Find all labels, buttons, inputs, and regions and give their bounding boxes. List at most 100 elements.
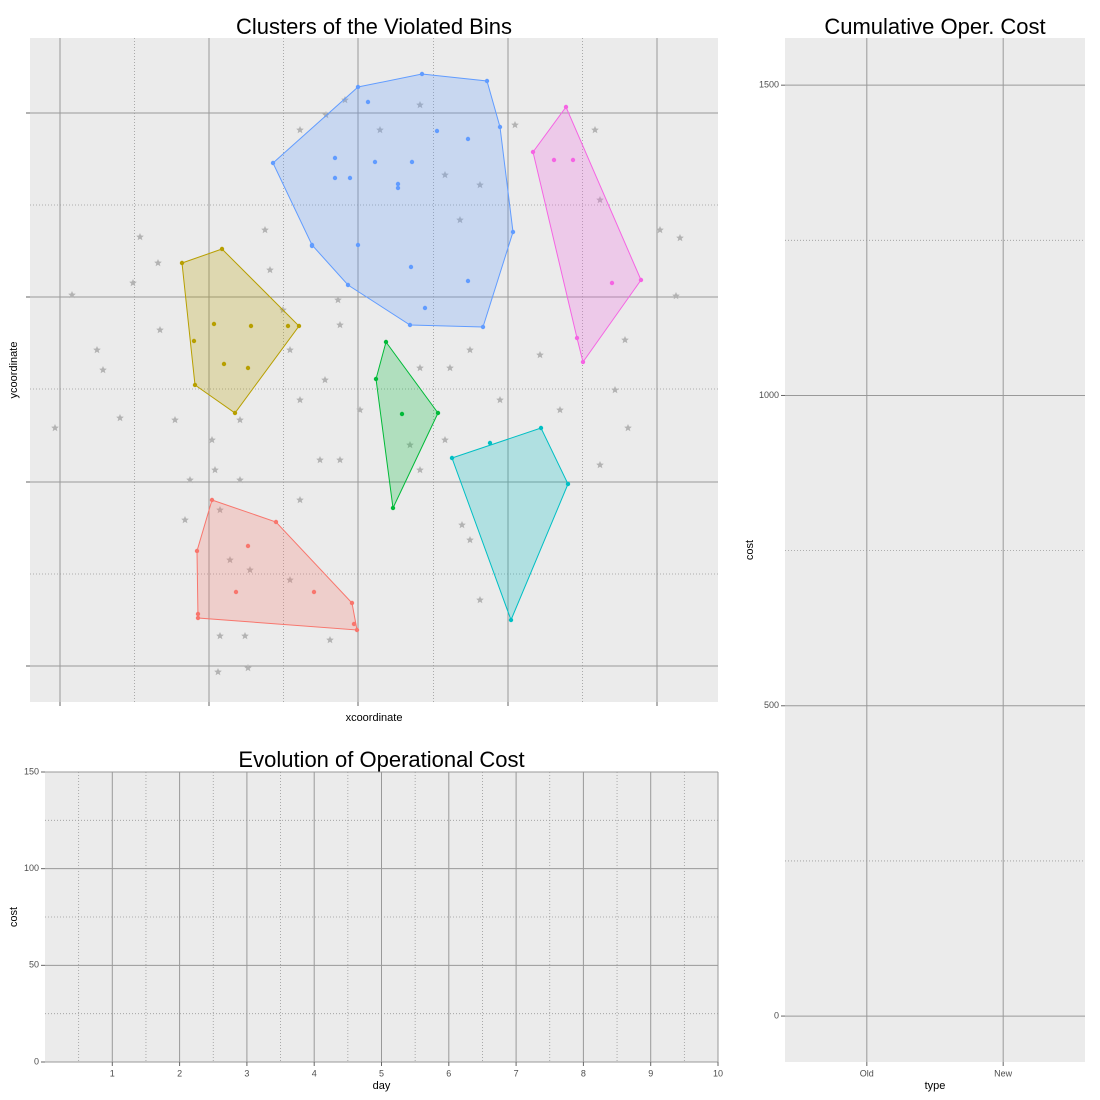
background-point	[406, 441, 414, 449]
cluster-point	[221, 361, 227, 367]
background-point	[356, 406, 364, 414]
cluster-point	[465, 278, 471, 284]
background-point	[441, 171, 449, 179]
cluster-point	[422, 305, 428, 311]
hull-vertex	[580, 359, 586, 365]
background-point	[536, 351, 544, 359]
cluster-point	[395, 181, 401, 187]
hull-vertex	[435, 410, 441, 416]
background-point	[286, 346, 294, 354]
background-point	[216, 506, 224, 514]
y-axis-label: ycoordinate	[8, 342, 20, 399]
background-point	[244, 664, 252, 672]
hull-vertex	[345, 282, 351, 288]
chart-panel: Clusters of the Violated Bins xcoordinate…	[8, 14, 718, 724]
cluster-point	[245, 365, 251, 371]
background-point	[296, 496, 304, 504]
cluster-point	[233, 589, 239, 595]
background-point	[99, 366, 107, 374]
chart-title: Evolution of Operational Cost	[238, 747, 524, 772]
hull-vertex	[355, 84, 361, 90]
x-tick-label: 9	[648, 1068, 653, 1078]
background-point	[136, 233, 144, 241]
hull-vertex	[195, 615, 201, 621]
cluster-point	[365, 99, 371, 105]
background-point	[236, 476, 244, 484]
hull-vertex	[192, 382, 198, 388]
background-point	[476, 181, 484, 189]
background-point	[336, 456, 344, 464]
background-point	[241, 632, 249, 640]
background-point	[596, 196, 604, 204]
y-tick-label: 1500	[759, 80, 779, 90]
hull-vertex	[296, 323, 302, 329]
cluster-point	[399, 411, 405, 417]
hull-vertex	[510, 229, 516, 235]
background-point	[441, 436, 449, 444]
background-point	[596, 461, 604, 469]
y-tick-label: 500	[764, 700, 779, 710]
y-tick-label: 50	[29, 960, 39, 970]
x-tick-label: 2	[177, 1068, 182, 1078]
cluster-hull	[181, 248, 300, 414]
background-point	[211, 466, 219, 474]
x-tick-label: 3	[244, 1068, 249, 1078]
hull-vertex	[407, 322, 413, 328]
y-axis-label: cost	[8, 907, 20, 927]
background-point	[496, 396, 504, 404]
background-point	[246, 566, 254, 574]
hull-vertex	[565, 481, 571, 487]
background-point	[154, 259, 162, 267]
cluster-point	[551, 157, 557, 163]
background-point	[416, 101, 424, 109]
cluster-point	[465, 136, 471, 142]
hull-vertex	[354, 627, 360, 633]
hull-vertex	[484, 78, 490, 84]
hull-vertex	[179, 260, 185, 266]
y-axis-label: cost	[744, 540, 756, 560]
background-point	[511, 121, 519, 129]
hull-vertex	[219, 246, 225, 252]
background-point	[376, 126, 384, 134]
cluster-point	[409, 159, 415, 165]
x-tick-label: 5	[379, 1068, 384, 1078]
background-point	[456, 216, 464, 224]
chart-title: Cumulative Oper. Cost	[824, 14, 1045, 39]
cluster-point	[195, 611, 201, 617]
chart-panel: 0 500 1000 1500 Old New Cumulative Oper. Cost t…	[744, 14, 1085, 1092]
background-point	[116, 414, 124, 422]
hull-vertex	[232, 410, 238, 416]
background-point	[341, 96, 349, 104]
cluster-point	[434, 128, 440, 134]
background-point	[129, 279, 137, 287]
background-point	[611, 386, 619, 394]
plot-background	[30, 38, 718, 702]
background-point	[266, 266, 274, 274]
cluster-point	[245, 543, 251, 549]
background-point	[296, 126, 304, 134]
background-point	[316, 456, 324, 464]
cluster-point	[355, 242, 361, 248]
hull-vertex	[449, 455, 455, 461]
hull-vertex	[574, 335, 580, 341]
background-point	[621, 336, 629, 344]
background-point	[334, 296, 342, 304]
cluster-point	[311, 589, 317, 595]
cluster-point	[191, 338, 197, 344]
y-tick-label: 0	[774, 1010, 779, 1020]
cluster-point	[395, 185, 401, 191]
cluster-point	[332, 155, 338, 161]
background-point	[676, 234, 684, 242]
hull-vertex	[638, 277, 644, 283]
background-point	[181, 516, 189, 524]
cluster-point	[408, 264, 414, 270]
background-point	[556, 406, 564, 414]
cluster-point	[309, 243, 315, 249]
background-point	[208, 436, 216, 444]
background-point	[236, 416, 244, 424]
hull-vertex	[383, 339, 389, 345]
background-point	[336, 321, 344, 329]
y-tick-label: 150	[24, 766, 39, 776]
x-axis-label: type	[925, 1080, 946, 1092]
